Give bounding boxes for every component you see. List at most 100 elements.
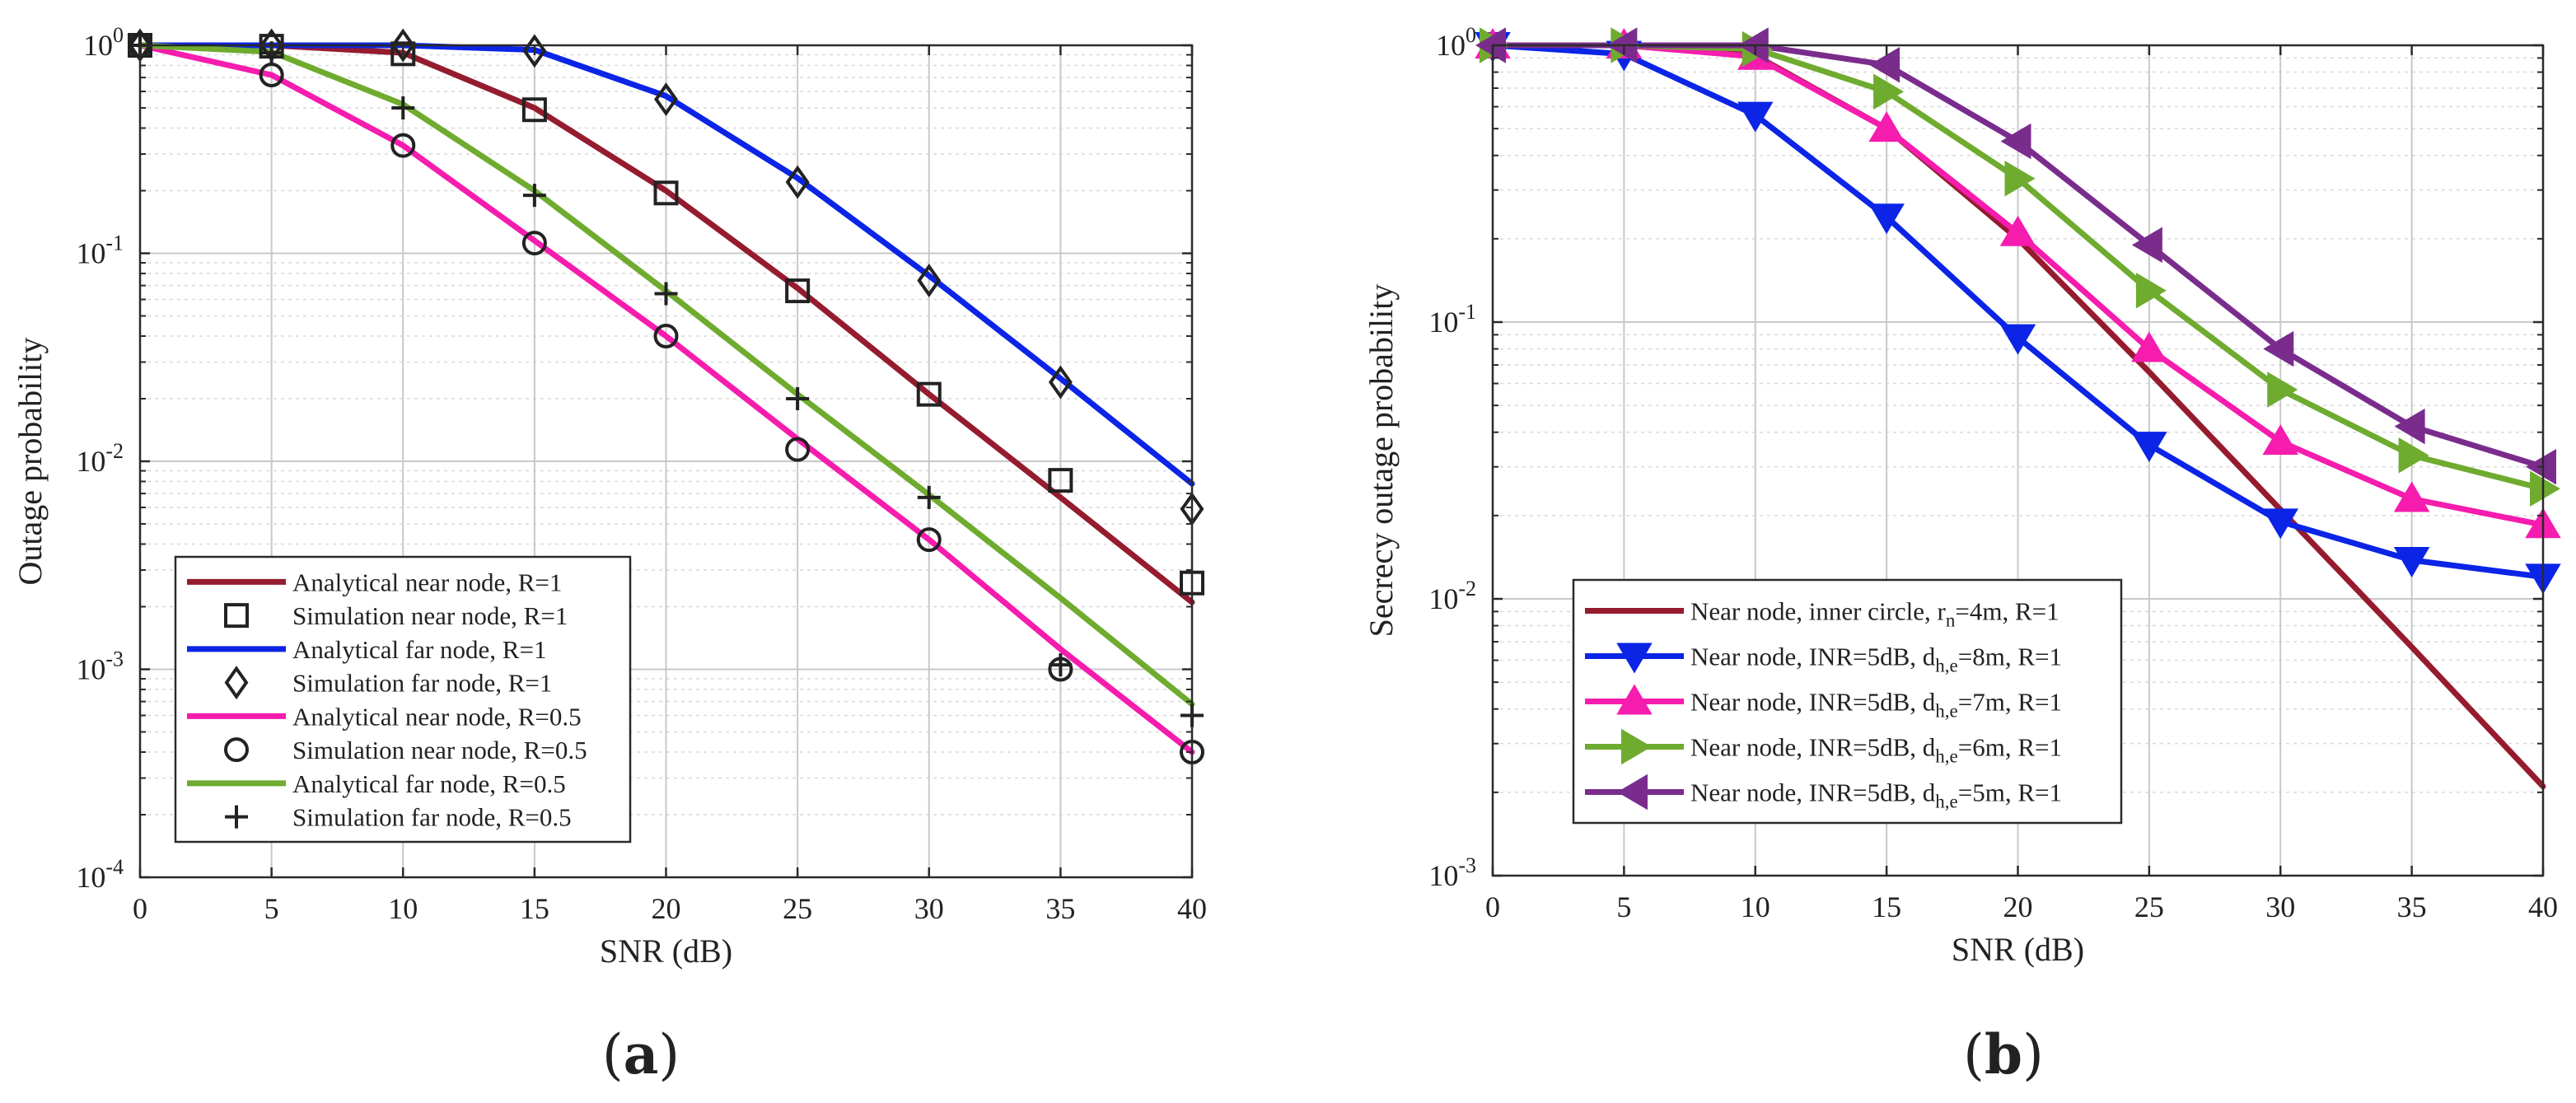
data-point — [654, 82, 678, 117]
legend-label: Simulation near node, R=1 — [292, 601, 568, 630]
y-axis-label: Secrecy outage probability — [1363, 284, 1400, 638]
data-point — [521, 231, 547, 256]
data-point — [786, 386, 810, 410]
data-point — [917, 264, 942, 297]
legend-item: Near node, inner circle, rn=4m, R=1 — [1585, 597, 2059, 631]
x-tick-label: 5 — [1616, 890, 1631, 923]
x-tick-label: 25 — [2134, 890, 2164, 923]
data-point — [2131, 432, 2167, 463]
legend-label: Near node, inner circle, rn=4m, R=1 — [1690, 597, 2059, 631]
y-tick-label: 10-1 — [76, 231, 124, 270]
panel-label: (b) — [1963, 1022, 2044, 1087]
x-tick-label: 25 — [783, 892, 812, 925]
y-tick-label: 100 — [83, 23, 124, 62]
y-tick-labels: 10-4 10-3 10-2 10-1 100 — [76, 23, 124, 894]
data-point — [2394, 408, 2425, 445]
data-point — [390, 133, 416, 158]
legend-label: Near node, INR=5dB, dh,e=8m, R=1 — [1690, 643, 2062, 676]
chart-panel-a: 0 5 10 15 20 25 30 35 40 10-4 10-3 10-2 10-1 100 SNR (… — [12, 23, 1207, 1087]
data-point — [1737, 101, 1774, 133]
legend-label: Near node, INR=5dB, dh,e=6m, R=1 — [1690, 733, 2062, 767]
legend-label: Analytical far node, R=0.5 — [292, 769, 566, 798]
legend-item: Simulation near node, R=0.5 — [224, 736, 587, 764]
data-point — [1048, 468, 1073, 493]
legend-box — [174, 555, 632, 844]
data-point — [653, 323, 679, 348]
data-point — [653, 180, 679, 206]
x-tick-label: 20 — [2003, 890, 2033, 923]
legend-item: Near node, INR=5dB, dh,e=8m, R=1 — [1585, 643, 2062, 676]
legend-item: Analytical far node, R=1 — [187, 635, 546, 664]
legend-item: Analytical far node, R=0.5 — [187, 769, 566, 798]
x-axis-label: SNR (dB) — [1952, 931, 2084, 968]
legend-swatch-marker — [1616, 684, 1653, 715]
y-tick-label: 10-1 — [1428, 300, 1476, 339]
data-point — [785, 437, 811, 462]
data-point — [2393, 481, 2430, 512]
x-tick-label: 0 — [133, 892, 147, 925]
data-point — [2131, 331, 2167, 362]
data-point — [2262, 424, 2298, 456]
legend-swatch-marker — [224, 603, 249, 629]
data-point — [1999, 324, 2036, 355]
data-point — [2393, 547, 2430, 577]
x-tick-label: 5 — [264, 892, 279, 925]
x-tick-labels: 0 5 10 15 20 25 30 35 40 — [1485, 890, 2558, 923]
legend-label: Simulation near node, R=0.5 — [292, 736, 587, 764]
data-point — [2135, 272, 2167, 309]
y-tick-label: 10-2 — [1428, 577, 1476, 615]
y-tick-label: 10-3 — [1428, 853, 1476, 892]
x-tick-label: 10 — [1741, 890, 1770, 923]
data-point — [2000, 123, 2031, 160]
y-tick-label: 10-3 — [76, 647, 124, 686]
legend-label: Analytical near node, R=0.5 — [292, 702, 582, 731]
data-point — [522, 184, 546, 208]
legend-label: Analytical near node, R=1 — [292, 568, 562, 596]
x-tick-label: 30 — [914, 892, 944, 925]
legend-label: Analytical far node, R=1 — [292, 635, 546, 664]
data-point — [917, 485, 941, 509]
data-point — [1873, 73, 1905, 110]
data-point — [1868, 203, 1905, 235]
legend-item: Analytical near node, R=1 — [187, 568, 562, 596]
data-point — [785, 165, 810, 199]
legend: Near node, inner circle, rn=4m, R=1 Near … — [1572, 578, 2123, 825]
legend-swatch-marker — [1621, 728, 1652, 765]
data-point — [916, 381, 942, 407]
data-point — [390, 28, 415, 63]
x-tick-label: 10 — [388, 892, 418, 925]
legend-item: Near node, INR=5dB, dh,e=6m, R=1 — [1585, 728, 2062, 767]
legend-item: Near node, INR=5dB, dh,e=7m, R=1 — [1585, 684, 2062, 722]
data-point — [1048, 365, 1073, 400]
legend-label: Near node, INR=5dB, dh,e=5m, R=1 — [1690, 778, 2062, 812]
data-point — [1999, 215, 2036, 246]
legend-item: Simulation near node, R=1 — [224, 601, 568, 630]
legend-swatch-marker — [1617, 774, 1648, 811]
data-point — [2263, 330, 2294, 367]
y-axis-label: Outage probability — [12, 337, 49, 585]
data-point — [1049, 653, 1073, 677]
series-markers-5 — [1475, 27, 2556, 485]
legend-item: Analytical near node, R=0.5 — [187, 702, 582, 731]
legend-item: Near node, INR=5dB, dh,e=5m, R=1 — [1585, 774, 2062, 812]
x-tick-label: 0 — [1485, 890, 1500, 923]
data-point — [2004, 161, 2036, 197]
y-tick-label: 10-4 — [76, 855, 124, 894]
legend-swatch-marker — [225, 805, 248, 829]
y-tick-labels: 10-3 10-2 10-1 100 — [1428, 23, 1476, 892]
x-tick-label: 35 — [2397, 890, 2427, 923]
data-point — [521, 97, 547, 123]
data-point — [1868, 111, 1905, 143]
legend: Analytical near node, R=1 Simulation near… — [174, 555, 632, 844]
data-point — [2530, 470, 2560, 507]
panel-label: (a) — [602, 1022, 680, 1087]
legend-label: Near node, INR=5dB, dh,e=7m, R=1 — [1690, 688, 2062, 722]
chart-panel-b: 0 5 10 15 20 25 30 35 40 10-3 10-2 10-1 100 SNR (dB) S… — [1363, 23, 2561, 1087]
legend-label: Simulation far node, R=1 — [292, 669, 552, 698]
x-tick-label: 30 — [2265, 890, 2295, 923]
data-point — [391, 96, 415, 120]
data-point — [654, 282, 678, 306]
x-tick-label: 15 — [1872, 890, 1901, 923]
y-tick-label: 100 — [1436, 23, 1476, 62]
